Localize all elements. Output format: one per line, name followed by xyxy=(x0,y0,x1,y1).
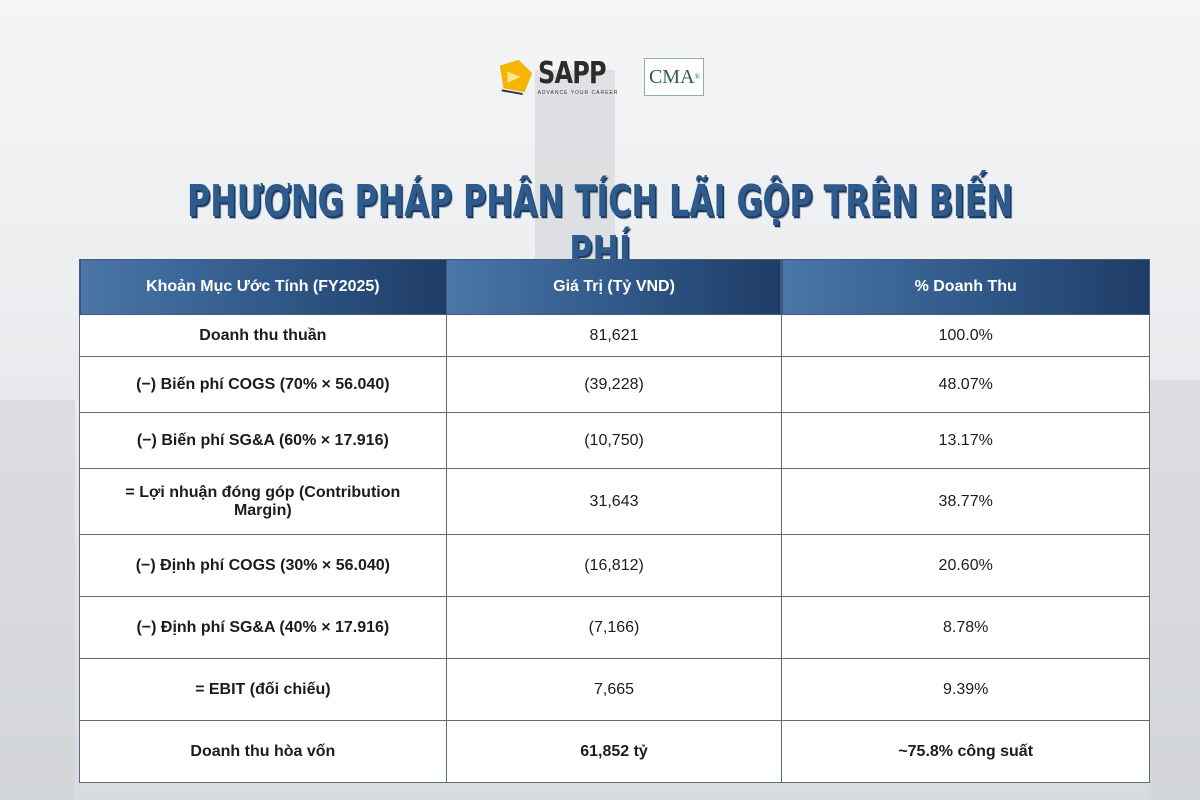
row-percent: 100.0% xyxy=(781,314,1150,357)
sapp-wordmark: SAPP xyxy=(537,55,607,91)
row-item: (−) Biến phí SG&A (60% × 17.916) xyxy=(79,412,447,469)
cma-wordmark: CMA xyxy=(648,65,695,88)
row-value: (16,812) xyxy=(445,534,783,597)
cma-registered-mark: ® xyxy=(694,73,700,81)
table-row: (−) Định phí COGS (30% × 56.040) (16,812… xyxy=(79,534,1150,597)
row-value: (10,750) xyxy=(445,412,783,469)
row-value: 31,643 xyxy=(445,468,783,535)
row-value: 81,621 xyxy=(445,314,783,357)
table-row: Doanh thu thuần 81,621 100.0% xyxy=(79,314,1150,357)
row-item: (−) Định phí SG&A (40% × 17.916) xyxy=(79,596,447,659)
header-percent: % Doanh Thu xyxy=(781,259,1150,315)
row-percent: 48.07% xyxy=(781,356,1150,413)
row-percent: 38.77% xyxy=(781,468,1150,535)
row-percent: 9.39% xyxy=(781,658,1150,721)
contribution-margin-table: Khoản Mục Ước Tính (FY2025) Giá Trị (Tỷ … xyxy=(79,259,1150,783)
row-item: = Lợi nhuận đóng góp (Contribution Margi… xyxy=(79,468,447,535)
row-percent: 8.78% xyxy=(781,596,1150,659)
table-row: (−) Định phí SG&A (40% × 17.916) (7,166)… xyxy=(79,596,1150,659)
cma-logo: CMA ® xyxy=(644,58,705,96)
logo-bar: SAPP ADVANCE YOUR CAREER CMA ® xyxy=(0,58,1200,96)
table-row: = EBIT (đối chiếu) 7,665 9.39% xyxy=(79,658,1150,721)
header-item: Khoản Mục Ước Tính (FY2025) xyxy=(79,259,447,315)
row-item: (−) Biến phí COGS (70% × 56.040) xyxy=(79,356,447,413)
background-building xyxy=(1150,380,1200,800)
page-title: PHƯƠNG PHÁP PHÂN TÍCH LÃI GỘP TRÊN BIẾN … xyxy=(187,176,1013,278)
row-value: 7,665 xyxy=(445,658,783,721)
sapp-mark-icon xyxy=(499,59,532,96)
row-percent: ~75.8% công suất xyxy=(781,720,1150,783)
header-value: Giá Trị (Tỷ VND) xyxy=(445,259,783,315)
table-row: (−) Biến phí COGS (70% × 56.040) (39,228… xyxy=(79,356,1150,413)
row-percent: 20.60% xyxy=(781,534,1150,597)
row-item: = EBIT (đối chiếu) xyxy=(79,658,447,721)
row-item: Doanh thu thuần xyxy=(79,314,447,357)
sapp-logo: SAPP ADVANCE YOUR CAREER xyxy=(496,58,623,96)
row-item: (−) Định phí COGS (30% × 56.040) xyxy=(79,534,447,597)
row-value: (39,228) xyxy=(445,356,783,413)
sapp-tagline: ADVANCE YOUR CAREER xyxy=(537,89,619,96)
table-header-row: Khoản Mục Ước Tính (FY2025) Giá Trị (Tỷ … xyxy=(79,259,1150,315)
row-value: 61,852 tỷ xyxy=(445,720,783,783)
row-value: (7,166) xyxy=(445,596,783,659)
table-row: (−) Biến phí SG&A (60% × 17.916) (10,750… xyxy=(79,412,1150,469)
row-percent: 13.17% xyxy=(781,412,1150,469)
background-building xyxy=(0,400,75,800)
table-row: Doanh thu hòa vốn 61,852 tỷ ~75.8% công … xyxy=(79,720,1150,783)
table-row: = Lợi nhuận đóng góp (Contribution Margi… xyxy=(79,468,1150,535)
background-building xyxy=(535,70,615,270)
row-item: Doanh thu hòa vốn xyxy=(79,720,447,783)
